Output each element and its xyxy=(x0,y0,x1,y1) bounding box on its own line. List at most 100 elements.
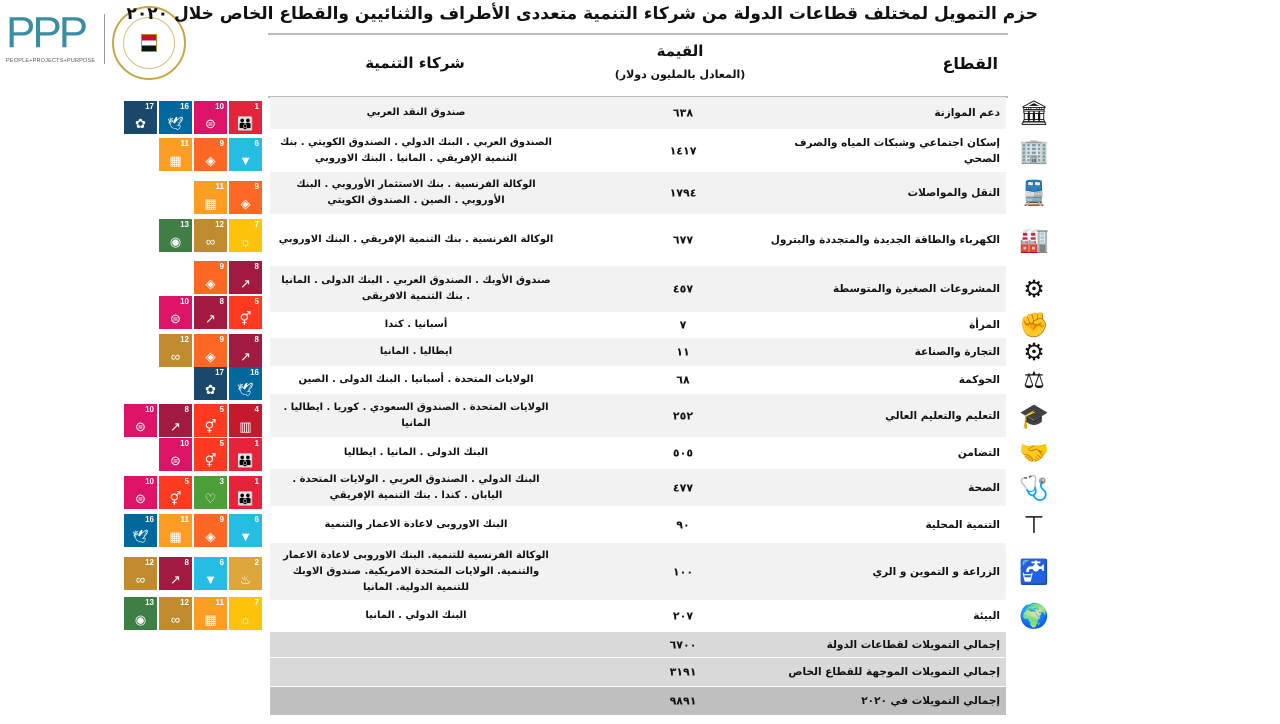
sdg-17-icon: 17 ✿ xyxy=(194,367,227,400)
sdg-1-icon: 1 👪 xyxy=(229,476,262,509)
development-partners: البنك الدولى . المانيا . ايطاليا xyxy=(343,447,489,458)
total-value: ٩٨٩١ xyxy=(669,694,697,708)
header-partners: شركاء التنمية xyxy=(365,54,465,72)
sdg-8-icon: 8 ↗ xyxy=(229,334,262,367)
development-partners: البنك الدولي . الصندوق العربي . الولايات… xyxy=(292,473,540,501)
sdg-goals: 5 ⚥ 8 ↗ 10 ⊜ xyxy=(159,296,262,329)
sdg-12-icon: 12 ∞ xyxy=(124,557,157,590)
sdg-9-icon: 9 ◈ xyxy=(194,138,227,171)
sdg-5-icon: 5 ⚥ xyxy=(194,404,227,437)
sdg-goals: 2 ♨ 6 ▼ 8 ↗ 12 ∞ xyxy=(124,557,262,590)
table-row: الحوكمة ٦٨ الولايات المتحدة . أسبانيا . … xyxy=(270,366,1006,394)
sector-name: إسكان اجتماعي وشبكات المياه والصرف الصحي xyxy=(794,136,1000,165)
funding-value: ٦٧٧ xyxy=(672,233,694,247)
development-partners: الوكالة الفرنسية للتنمية. البنك الاوروبى… xyxy=(283,549,549,593)
table-row: إسكان اجتماعي وشبكات المياه والصرف الصحي… xyxy=(270,129,1006,172)
sector-name: التعليم والتعليم العالي xyxy=(885,409,1000,422)
development-partners: ايطاليا . المانيا xyxy=(379,346,453,357)
funding-value: ١٧٩٤ xyxy=(669,186,697,200)
sdg-7-icon: 7 ☼ xyxy=(229,597,262,630)
sector-name: الزراعة و التموين و الري xyxy=(872,565,1000,578)
sdg-9-icon: 9 ◈ xyxy=(194,514,227,547)
funding-value: ٤٥٧ xyxy=(672,282,694,296)
sector-name: التنمية المحلية xyxy=(925,518,1000,531)
sdg-8-icon: 8 ↗ xyxy=(159,557,192,590)
development-partners: صندوق النقد العربي xyxy=(366,107,466,118)
funding-value: ٦٨ xyxy=(676,373,690,387)
development-partners: الصندوق العربي . البنك الدولي . الصندوق … xyxy=(280,136,552,164)
sme-icon: ⚙ xyxy=(1023,275,1045,303)
funding-value: ٧ xyxy=(679,318,687,332)
sdg-goals: 6 ▼ 9 ◈ 11 ▦ 16 🕊 xyxy=(124,514,262,547)
globe-leaf-icon: 🌍 xyxy=(1019,602,1049,630)
building-icon: 🏢 xyxy=(1019,136,1049,165)
sdg-13-icon: 13 ◉ xyxy=(159,219,192,252)
total-value: ٣١٩١ xyxy=(669,665,697,679)
sector-name: دعم الموازنة xyxy=(934,107,1000,119)
hierarchy-icon: ⊤ xyxy=(1023,510,1045,539)
development-partners: الولايات المتحدة . الصندوق السعودي . كور… xyxy=(283,401,549,429)
sdg-9-icon: 9 ◈ xyxy=(194,334,227,367)
sdg-goals: 7 ☼ 11 ▦ 12 ∞ 13 ◉ xyxy=(124,597,262,630)
sdg-goals: 1 👪 5 ⚥ 10 ⊜ xyxy=(159,438,262,471)
funding-value: ٥٠٥ xyxy=(672,446,694,460)
sector-name: النقل والمواصلات xyxy=(907,187,1000,199)
header-sector: القطاع xyxy=(942,54,998,73)
sdg-3-icon: 3 ♡ xyxy=(194,476,227,509)
sdg-12-icon: 12 ∞ xyxy=(159,597,192,630)
eagle-emblem-icon xyxy=(141,34,157,52)
funding-value: ٢٠٧ xyxy=(672,609,694,623)
table-row: التضامن ٥٠٥ البنك الدولى . المانيا . ايط… xyxy=(270,437,1006,469)
table-row: الصحة ٤٧٧ البنك الدولي . الصندوق العربي … xyxy=(270,469,1006,506)
sdg-5-icon: 5 ⚥ xyxy=(229,296,262,329)
table-row: الزراعة و التموين و الري ١٠٠ الوكالة الف… xyxy=(270,543,1006,600)
sdg-10-icon: 10 ⊜ xyxy=(124,476,157,509)
sdg-16-icon: 16 🕊 xyxy=(159,101,192,134)
sector-name: التضامن xyxy=(957,447,1000,459)
table-row: التعليم والتعليم العالي ٢٥٢ الولايات الم… xyxy=(270,394,1006,437)
development-partners: صندوق الأوبك . الصندوق العربي . البنك ال… xyxy=(281,275,551,302)
total-label: إجمالي التمويلات لقطاعات الدولة xyxy=(826,638,1000,651)
sdg-11-icon: 11 ▦ xyxy=(194,181,227,214)
scales-icon: ⚖ xyxy=(1023,366,1045,394)
sdg-goals: 7 ☼ 12 ∞ 13 ◉ xyxy=(159,219,262,252)
table-row: التجارة والصناعة ١١ ايطاليا . المانيا xyxy=(270,338,1006,366)
funding-value: ٩٠ xyxy=(676,518,690,531)
development-partners: الوكالة الفرنسية . بنك الاستثمار الأوروب… xyxy=(296,179,536,206)
development-partners: البنك الاوروبى لاعادة الاعمار والتنمية xyxy=(324,518,508,530)
power-plant-icon: 🏭 xyxy=(1019,226,1049,254)
sdg-8-icon: 8 ↗ xyxy=(194,296,227,329)
sdg-1-icon: 1 👪 xyxy=(229,101,262,134)
sdg-5-icon: 5 ⚥ xyxy=(194,438,227,471)
sdg-11-icon: 11 ▦ xyxy=(194,597,227,630)
gears-icon: ⚙ xyxy=(1023,338,1045,366)
total-label: إجمالي التمويلات الموجهة للقطاع الخاص xyxy=(788,666,1000,678)
sdg-goals: 8 ↗ 9 ◈ xyxy=(194,261,262,294)
total-value: ٦٧٠٠ xyxy=(669,638,697,651)
table-row: التنمية المحلية ٩٠ البنك الاوروبى لاعادة… xyxy=(270,506,1006,543)
divider xyxy=(268,33,1008,35)
table-row: النقل والمواصلات ١٧٩٤ الوكالة الفرنسية .… xyxy=(270,172,1006,214)
sdg-4-icon: 4 ▥ xyxy=(229,404,262,437)
funding-value: ٤٧٧ xyxy=(672,481,694,494)
table-row: المشروعات الصغيرة والمتوسطة ٤٥٧ صندوق ال… xyxy=(270,266,1006,312)
sdg-6-icon: 6 ▼ xyxy=(194,557,227,590)
sdg-1-icon: 1 👪 xyxy=(229,438,262,471)
sector-name: الكهرباء والطاقة الجديدة والمتجددة والبت… xyxy=(770,234,1000,246)
sector-name: المرأة xyxy=(969,319,1000,331)
sdg-9-icon: 9 ◈ xyxy=(194,261,227,294)
sector-name: البيئة xyxy=(973,610,1000,622)
sdg-goals: 6 ▼ 9 ◈ 11 ▦ xyxy=(159,138,262,171)
women-icon: ✊ xyxy=(1019,311,1049,339)
sdg-goals: 1 👪 10 ⊜ 16 🕊 17 ✿ xyxy=(124,101,262,134)
table-row: دعم الموازنة ٦٣٨ صندوق النقد العربي xyxy=(270,97,1006,129)
train-icon: 🚆 xyxy=(1019,179,1049,207)
header-value-unit: (المعادل بالمليون دولار) xyxy=(614,68,746,81)
ppp-logo-text: PPP xyxy=(6,8,88,57)
stethoscope-icon: 🩺 xyxy=(1019,473,1049,502)
funding-value: ١٠٠ xyxy=(672,565,694,578)
sdg-10-icon: 10 ⊜ xyxy=(159,296,192,329)
sdg-goals: 16 🕊 17 ✿ xyxy=(194,367,262,400)
funding-value: ١١ xyxy=(676,345,690,359)
sdg-5-icon: 5 ⚥ xyxy=(159,476,192,509)
